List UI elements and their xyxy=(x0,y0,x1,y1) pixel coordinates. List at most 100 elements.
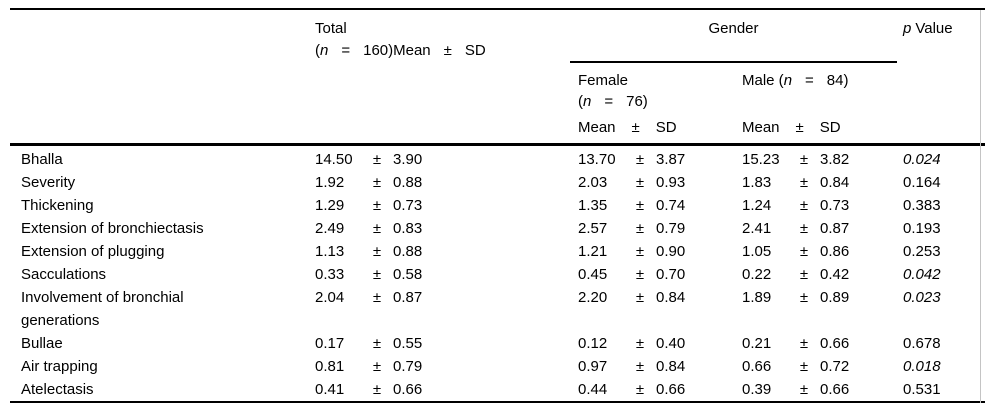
total-n-value: 160)Mean xyxy=(363,42,431,59)
gender-label: Gender xyxy=(708,20,759,37)
column-header-female: Female (n = 76) xyxy=(578,70,648,112)
mean-value: 1.35 xyxy=(578,197,608,214)
plus-minus-symbol: ± xyxy=(799,289,809,306)
female-stat-cell: 1.21 ±0.90 xyxy=(578,240,742,263)
mean-value: 1.13 xyxy=(315,243,345,260)
male-stat-cell: 1.89 ±0.89 xyxy=(742,286,903,309)
sd-value: 0.66 xyxy=(820,335,850,352)
male-stat-cell: 0.22 ±0.42 xyxy=(742,263,903,286)
plus-minus-symbol: ± xyxy=(635,151,645,168)
p-value-cell: 0.193 xyxy=(903,220,941,237)
sd-label: SD xyxy=(819,119,841,136)
table-row: Extension of bronchiectasis 2.49 ±0.83 2.… xyxy=(10,217,985,240)
gender-spanner-rule xyxy=(570,61,897,63)
equals-sign: = xyxy=(341,42,351,59)
sd-value: 0.89 xyxy=(820,289,850,306)
mean-value: 1.83 xyxy=(742,174,772,191)
male-stat-cell: 0.21 ±0.66 xyxy=(742,332,903,355)
plus-minus-symbol: ± xyxy=(799,197,809,214)
table-row: Extension of plugging 1.13 ±0.88 1.21 ±0.9… xyxy=(10,240,985,263)
plus-minus-symbol: ± xyxy=(799,243,809,260)
row-label: Air trapping xyxy=(21,358,98,375)
table-body: Bhalla 14.50 ±3.90 13.70 ±3.87 15.23 ±3.82 … xyxy=(10,146,985,403)
column-header-male: Male (n = 84) xyxy=(742,70,848,91)
row-label: Bullae xyxy=(21,335,63,352)
mean-value: 1.24 xyxy=(742,197,772,214)
plus-minus-symbol: ± xyxy=(443,42,452,59)
plus-minus-symbol: ± xyxy=(635,220,645,237)
mean-value: 2.03 xyxy=(578,174,608,191)
mean-value: 14.50 xyxy=(315,151,353,168)
row-label: Bhalla xyxy=(21,151,63,168)
sd-value: 0.42 xyxy=(820,266,850,283)
sd-value: 0.84 xyxy=(656,289,686,306)
mean-label: Mean xyxy=(742,119,780,136)
sd-value: 0.86 xyxy=(820,243,850,260)
total-stat-cell: 0.41 ±0.66 xyxy=(315,378,578,401)
mean-value: 2.41 xyxy=(742,220,772,237)
sd-value: 0.79 xyxy=(656,220,686,237)
sd-value: 3.82 xyxy=(820,151,850,168)
sd-value: 0.55 xyxy=(393,335,423,352)
sd-value: 0.79 xyxy=(393,358,423,375)
mean-value: 0.22 xyxy=(742,266,772,283)
table-row: Air trapping 0.81 ±0.79 0.97 ±0.84 0.66 ±0.… xyxy=(10,355,985,378)
total-stat-cell: 1.29 ±0.73 xyxy=(315,194,578,217)
plus-minus-symbol: ± xyxy=(372,243,382,260)
sd-value: 0.90 xyxy=(656,243,686,260)
row-label: Extension of plugging xyxy=(21,243,165,260)
p-value-cell: 0.024 xyxy=(903,151,941,168)
sd-value: 0.66 xyxy=(393,381,423,398)
p-value-cell: 0.531 xyxy=(903,381,941,398)
sd-value: 0.73 xyxy=(820,197,850,214)
equals-sign: = xyxy=(604,93,614,110)
sd-value: 0.84 xyxy=(820,174,850,191)
mean-value: 0.44 xyxy=(578,381,608,398)
plus-minus-symbol: ± xyxy=(635,289,645,306)
plus-minus-symbol: ± xyxy=(635,358,645,375)
total-n-group: (n xyxy=(315,42,329,59)
table-header: Total (n = 160)Mean ± SD Gender Female (… xyxy=(10,10,985,146)
female-stat-cell: 0.97 ±0.84 xyxy=(578,355,742,378)
sd-label: SD xyxy=(655,119,677,136)
table-row: Involvement of bronchial generations 2.0… xyxy=(10,286,985,332)
row-label: Severity xyxy=(21,174,76,191)
male-n-value: 84) xyxy=(826,72,849,89)
plus-minus-symbol: ± xyxy=(635,197,645,214)
female-stat-cell: 2.57 ±0.79 xyxy=(578,217,742,240)
mean-value: 0.81 xyxy=(315,358,345,375)
female-n-group: (n xyxy=(578,93,592,110)
row-label: Thickening xyxy=(21,197,94,214)
column-header-total: Total (n = 160)Mean ± SD xyxy=(315,18,486,62)
female-stat-cell: 2.20 ±0.84 xyxy=(578,286,742,309)
total-stat-cell: 0.17 ±0.55 xyxy=(315,332,578,355)
plus-minus-symbol: ± xyxy=(372,335,382,352)
female-n-line: (n = 76) xyxy=(578,91,648,112)
plus-minus-symbol: ± xyxy=(372,358,382,375)
plus-minus-symbol: ± xyxy=(635,243,645,260)
mean-value: 1.89 xyxy=(742,289,772,306)
sd-value: 0.88 xyxy=(393,243,423,260)
male-stat-cell: 15.23 ±3.82 xyxy=(742,148,903,171)
mean-value: 0.21 xyxy=(742,335,772,352)
sd-value: 3.90 xyxy=(393,151,423,168)
mean-value: 2.04 xyxy=(315,289,345,306)
sd-value: 0.72 xyxy=(820,358,850,375)
mean-value: 0.39 xyxy=(742,381,772,398)
plus-minus-symbol: ± xyxy=(635,174,645,191)
total-stat-cell: 2.49 ±0.83 xyxy=(315,217,578,240)
mean-label: Mean xyxy=(578,119,616,136)
plus-minus-symbol: ± xyxy=(635,266,645,283)
plus-minus-symbol: ± xyxy=(372,289,382,306)
plus-minus-symbol: ± xyxy=(372,381,382,398)
plus-minus-symbol: ± xyxy=(799,381,809,398)
female-stat-cell: 0.44 ±0.66 xyxy=(578,378,742,401)
mean-value: 1.92 xyxy=(315,174,345,191)
plus-minus-symbol: ± xyxy=(799,174,809,191)
plus-minus-symbol: ± xyxy=(372,220,382,237)
male-stat-cell: 2.41 ±0.87 xyxy=(742,217,903,240)
mean-value: 0.12 xyxy=(578,335,608,352)
male-mean-sd-subheader: Mean ± SD xyxy=(742,119,841,136)
row-label: Atelectasis xyxy=(21,381,94,398)
